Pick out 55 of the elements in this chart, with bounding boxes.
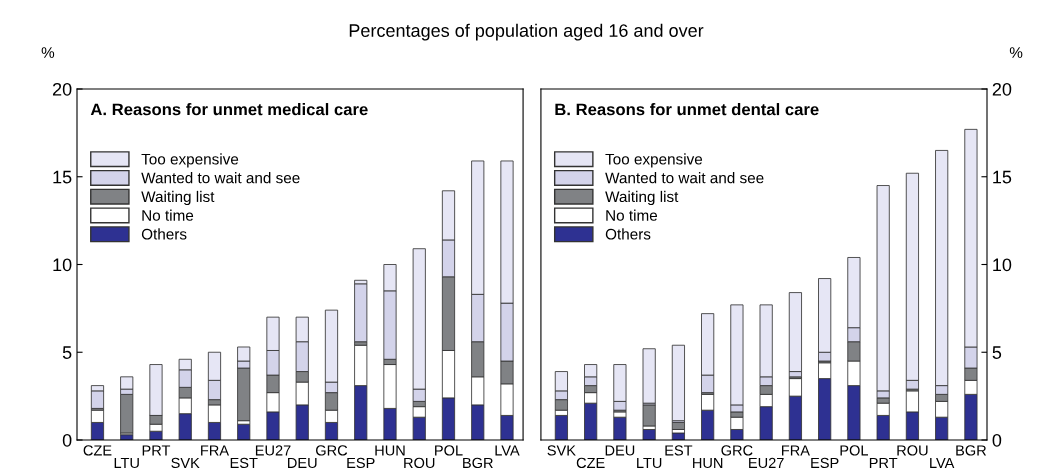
x-tick-label: ROU: [404, 457, 435, 469]
y-tick-label: 15: [53, 170, 72, 184]
x-tick-label: GRC: [316, 445, 348, 456]
x-tick-label: FRA: [201, 445, 230, 456]
x-tick-label: ESP: [347, 457, 375, 469]
y-tick-label: 20: [52, 82, 72, 96]
x-tick-label: CZE: [576, 457, 605, 469]
x-tick-label: EST: [665, 445, 693, 456]
y2-axis-title: %: [1009, 47, 1023, 58]
x-tick-label: EST: [230, 457, 258, 469]
x-tick-label: GRC: [721, 445, 753, 456]
legend-label: Wanted to wait and see: [605, 172, 764, 184]
x-tick-label: ROU: [897, 445, 928, 456]
x-tick-label: POL: [435, 445, 463, 456]
x-tick-label: SVK: [171, 457, 200, 469]
x-tick-label: CZE: [83, 445, 112, 456]
x-tick-label: DEU: [288, 457, 317, 469]
y2-tick-label: 15: [993, 170, 1012, 184]
y-tick-label: 5: [62, 346, 72, 359]
legend-label: Too expensive: [605, 153, 703, 168]
x-tick-label: BGR: [463, 457, 493, 469]
y-tick-label: 10: [53, 258, 72, 272]
x-tick-label: DEU: [605, 445, 635, 456]
x-tick-label: LVA: [495, 445, 520, 456]
y-tick-label: 0: [62, 433, 72, 447]
legend-label: No time: [606, 209, 658, 221]
x-tick-label: ESP: [811, 457, 839, 469]
y2-tick-label: 0: [992, 433, 1002, 447]
legend-label: Waiting list: [141, 190, 215, 206]
y2-tick-label: 5: [992, 346, 1002, 359]
text: B. Reasons for unmet dental care: [555, 103, 819, 116]
x-tick-label: HUN: [693, 457, 723, 469]
x-tick-label: FRA: [782, 445, 810, 456]
x-tick-label: PRT: [142, 445, 171, 456]
legend-label: Waiting list: [605, 190, 679, 206]
legend-label: Wanted to wait and see: [141, 172, 300, 184]
x-tick-label: LTU: [114, 457, 139, 469]
x-tick-label: SVK: [547, 445, 576, 456]
x-tick-label: EU27: [749, 457, 784, 469]
legend-label: Others: [605, 228, 651, 240]
x-tick-label: EU27: [255, 445, 291, 456]
y2-tick-label: 10: [993, 258, 1012, 272]
y2-tick-label: 20: [992, 82, 1012, 96]
x-tick-label: PRT: [869, 457, 898, 468]
x-tick-label: HUN: [375, 445, 405, 456]
x-tick-label: LTU: [637, 457, 662, 469]
chart-subtitle: Percentages of population aged 16 and over: [349, 23, 704, 41]
legend-label: No time: [142, 209, 194, 221]
y-axis-title: %: [41, 47, 55, 58]
x-tick-label: BGR: [956, 445, 987, 456]
text: A. Reasons for unmet medical care: [90, 103, 368, 116]
x-tick-label: POL: [840, 445, 869, 456]
legend-label: Others: [141, 228, 187, 240]
x-tick-label: LVA: [930, 457, 955, 468]
legend-label: Too expensive: [141, 153, 239, 168]
